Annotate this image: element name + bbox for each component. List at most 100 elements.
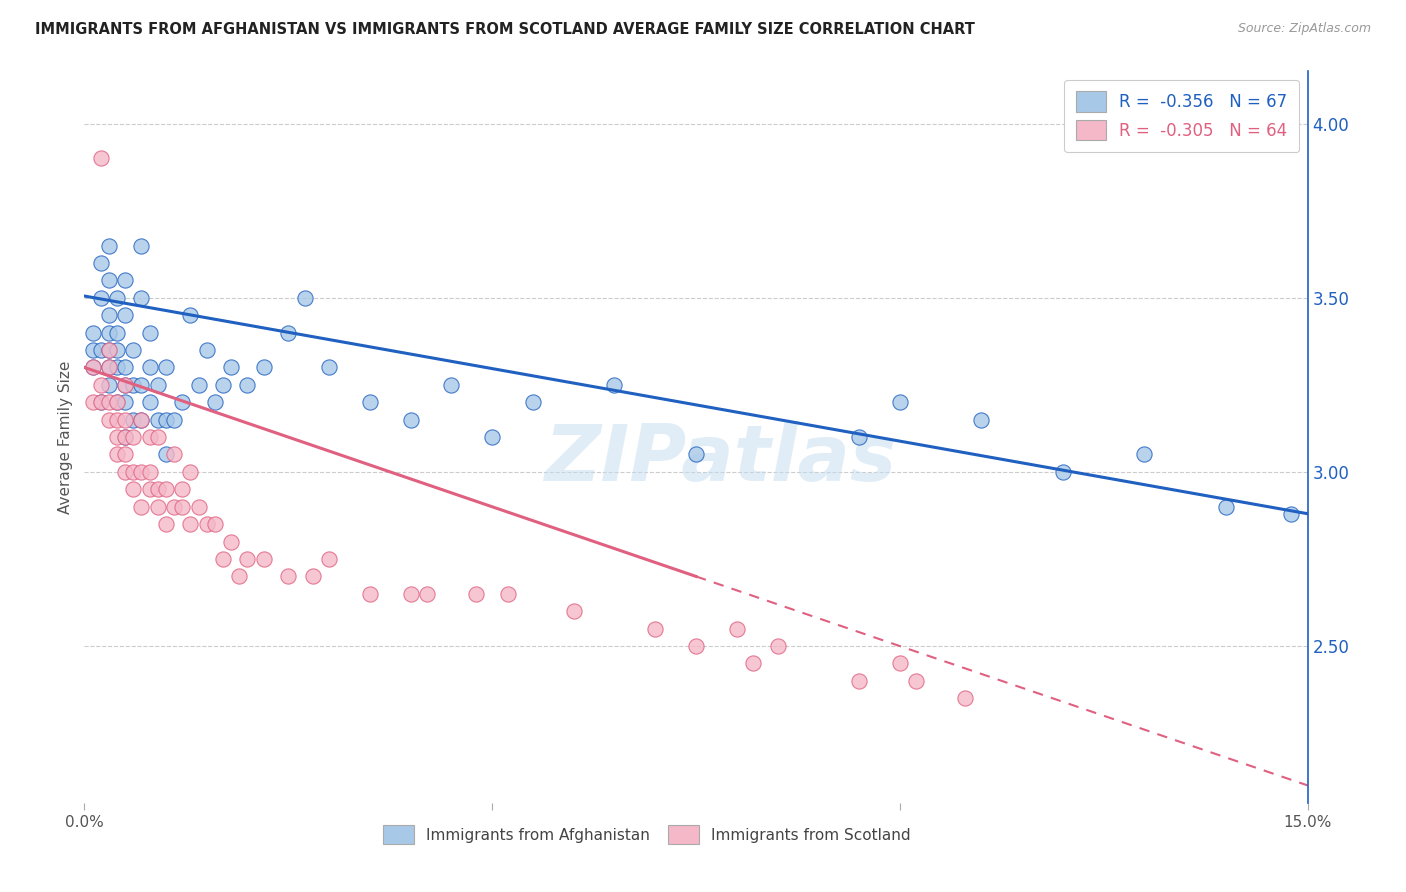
Point bbox=[138, 360, 160, 375]
Point bbox=[970, 412, 993, 426]
Point bbox=[90, 256, 112, 270]
Point bbox=[114, 395, 136, 409]
Point bbox=[236, 377, 259, 392]
Point bbox=[114, 412, 136, 426]
Point bbox=[131, 377, 153, 392]
Point bbox=[82, 360, 104, 375]
Point bbox=[146, 500, 169, 514]
Point bbox=[131, 291, 153, 305]
Point bbox=[562, 604, 585, 618]
Point bbox=[114, 448, 136, 462]
Point bbox=[219, 534, 242, 549]
Point bbox=[905, 673, 928, 688]
Point bbox=[131, 500, 153, 514]
Point bbox=[105, 343, 128, 357]
Point bbox=[359, 395, 381, 409]
Point bbox=[122, 465, 145, 479]
Point bbox=[82, 343, 104, 357]
Point bbox=[277, 569, 299, 583]
Point bbox=[97, 238, 120, 252]
Point bbox=[97, 395, 120, 409]
Text: ZIPatlas: ZIPatlas bbox=[544, 421, 897, 497]
Point bbox=[114, 360, 136, 375]
Point bbox=[138, 483, 160, 497]
Point bbox=[464, 587, 486, 601]
Point bbox=[114, 273, 136, 287]
Point bbox=[294, 291, 316, 305]
Point bbox=[766, 639, 789, 653]
Point bbox=[163, 412, 186, 426]
Point bbox=[155, 483, 177, 497]
Point bbox=[97, 308, 120, 322]
Point bbox=[195, 517, 218, 532]
Point bbox=[105, 326, 128, 340]
Text: IMMIGRANTS FROM AFGHANISTAN VS IMMIGRANTS FROM SCOTLAND AVERAGE FAMILY SIZE CORR: IMMIGRANTS FROM AFGHANISTAN VS IMMIGRANT… bbox=[35, 22, 974, 37]
Point bbox=[82, 360, 104, 375]
Point bbox=[90, 343, 112, 357]
Point bbox=[155, 412, 177, 426]
Point bbox=[97, 412, 120, 426]
Point bbox=[138, 326, 160, 340]
Legend: R =  -0.356   N = 67, R =  -0.305   N = 64: R = -0.356 N = 67, R = -0.305 N = 64 bbox=[1064, 79, 1299, 152]
Point bbox=[685, 639, 707, 653]
Point bbox=[114, 377, 136, 392]
Point bbox=[131, 238, 153, 252]
Point bbox=[97, 360, 120, 375]
Point bbox=[416, 587, 439, 601]
Point bbox=[522, 395, 544, 409]
Point bbox=[204, 395, 226, 409]
Point bbox=[212, 377, 235, 392]
Point bbox=[105, 395, 128, 409]
Point bbox=[105, 360, 128, 375]
Point bbox=[114, 377, 136, 392]
Point bbox=[138, 395, 160, 409]
Point bbox=[172, 395, 194, 409]
Point bbox=[97, 343, 120, 357]
Point bbox=[163, 500, 186, 514]
Point bbox=[228, 569, 250, 583]
Point bbox=[163, 448, 186, 462]
Point bbox=[146, 412, 169, 426]
Point bbox=[105, 395, 128, 409]
Point bbox=[155, 448, 177, 462]
Point bbox=[105, 430, 128, 444]
Point bbox=[114, 308, 136, 322]
Point bbox=[318, 552, 340, 566]
Point bbox=[742, 657, 765, 671]
Point bbox=[399, 412, 422, 426]
Point bbox=[953, 691, 976, 706]
Point bbox=[1279, 507, 1302, 521]
Point bbox=[97, 360, 120, 375]
Point bbox=[90, 395, 112, 409]
Point bbox=[90, 291, 112, 305]
Point bbox=[277, 326, 299, 340]
Point bbox=[685, 448, 707, 462]
Point bbox=[97, 273, 120, 287]
Point bbox=[889, 395, 911, 409]
Y-axis label: Average Family Size: Average Family Size bbox=[58, 360, 73, 514]
Point bbox=[644, 622, 666, 636]
Point bbox=[848, 673, 870, 688]
Point bbox=[481, 430, 503, 444]
Point bbox=[97, 343, 120, 357]
Point bbox=[399, 587, 422, 601]
Point bbox=[236, 552, 259, 566]
Point bbox=[187, 377, 209, 392]
Point bbox=[204, 517, 226, 532]
Point bbox=[146, 377, 169, 392]
Point bbox=[97, 377, 120, 392]
Point bbox=[114, 465, 136, 479]
Point bbox=[155, 360, 177, 375]
Point bbox=[82, 395, 104, 409]
Point bbox=[155, 517, 177, 532]
Point bbox=[301, 569, 323, 583]
Point bbox=[172, 500, 194, 514]
Point bbox=[179, 308, 201, 322]
Point bbox=[122, 343, 145, 357]
Point bbox=[1215, 500, 1237, 514]
Text: Source: ZipAtlas.com: Source: ZipAtlas.com bbox=[1237, 22, 1371, 36]
Point bbox=[138, 430, 160, 444]
Point bbox=[318, 360, 340, 375]
Point bbox=[90, 377, 112, 392]
Point bbox=[219, 360, 242, 375]
